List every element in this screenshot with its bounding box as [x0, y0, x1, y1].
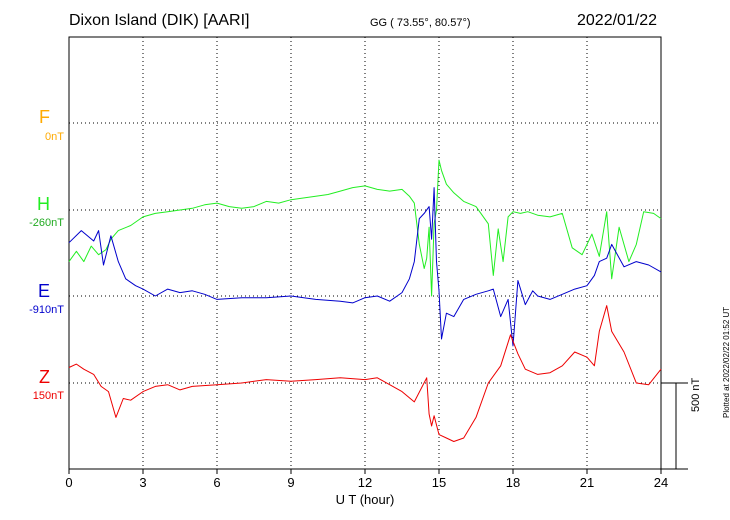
- series-z-line: [68, 305, 662, 442]
- x-tick-label: 15: [432, 475, 446, 490]
- component-f-label: F: [39, 107, 50, 127]
- station-coordinates: GG ( 73.55°, 80.57°): [370, 17, 471, 29]
- station-title: Dixon Island (DIK) [AARI]: [69, 12, 250, 29]
- component-e-label: E: [37, 281, 50, 301]
- scale-bar-label: 500 nT: [690, 377, 702, 412]
- x-tick-label: 3: [139, 475, 146, 490]
- component-z-label: Z: [39, 367, 50, 387]
- x-tick-label: 9: [287, 475, 294, 490]
- component-h-baseline: -260nT: [29, 217, 64, 229]
- x-tick-label: 18: [506, 475, 520, 490]
- component-e-baseline: -910nT: [29, 304, 64, 316]
- x-axis-tick-labels: 0 3 6 9 12 15 18 21 24: [65, 475, 668, 490]
- series-e-line: [68, 187, 662, 347]
- x-axis-ticks: [68, 469, 662, 474]
- x-tick-label: 0: [65, 475, 72, 490]
- component-z-baseline: 150nT: [32, 390, 64, 402]
- series-h-line: [68, 159, 662, 297]
- x-tick-label: 21: [580, 475, 594, 490]
- component-f-baseline: 0nT: [45, 131, 64, 143]
- component-h-label: H: [37, 194, 50, 214]
- grid: [69, 37, 661, 469]
- x-tick-label: 24: [654, 475, 668, 490]
- x-tick-label: 12: [358, 475, 372, 490]
- plotted-timestamp: Plotted at 2022/02/22 01:52 UT: [722, 306, 730, 418]
- scale-bar: [661, 382, 688, 470]
- x-tick-label: 6: [213, 475, 220, 490]
- traces: [68, 159, 662, 442]
- x-axis-label: U T (hour): [336, 492, 395, 507]
- date-label: 2022/01/22: [577, 12, 658, 29]
